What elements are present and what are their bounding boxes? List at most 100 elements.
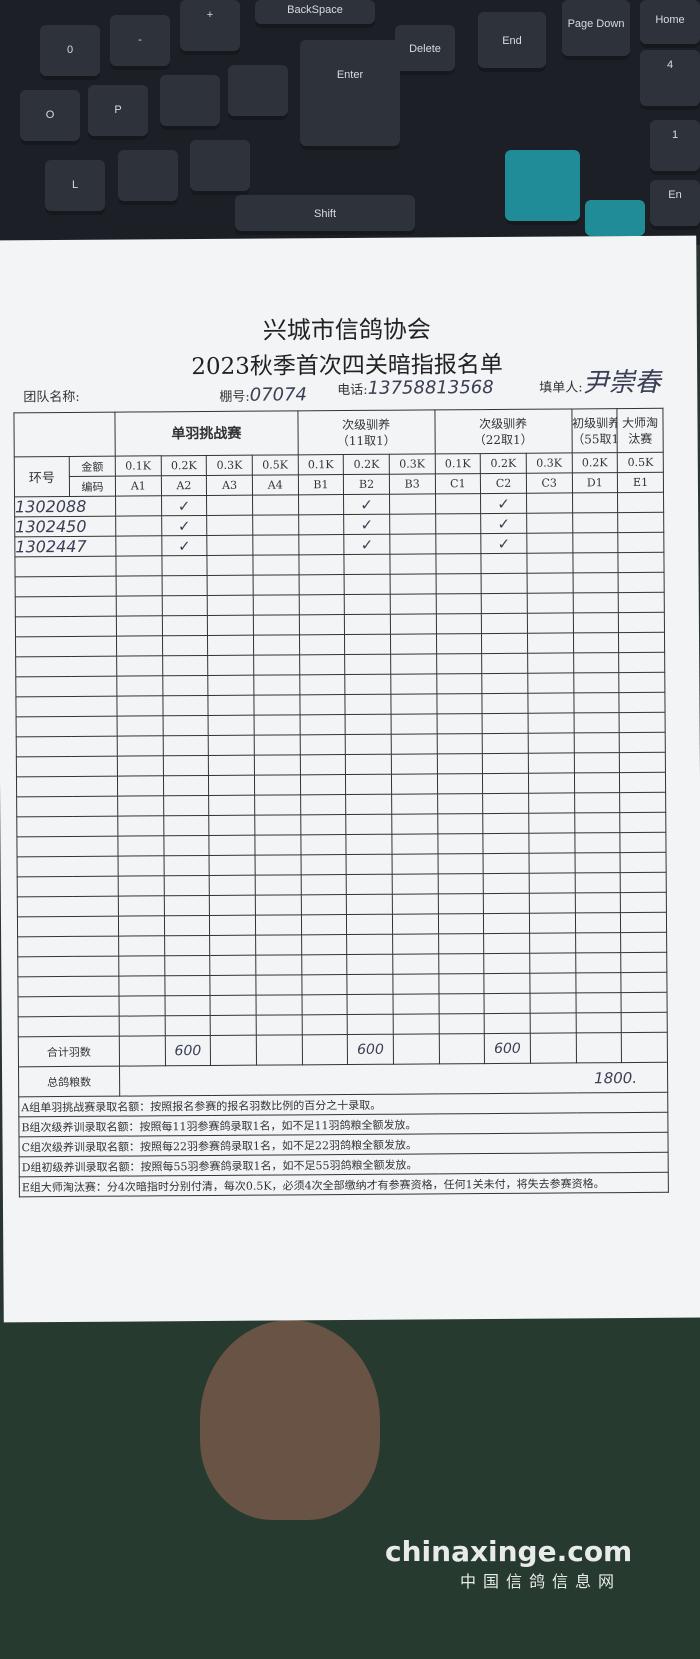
entry-cell[interactable] <box>164 1015 211 1036</box>
entry-cell[interactable] <box>344 614 391 635</box>
entry-cell[interactable] <box>163 775 209 796</box>
entry-cell[interactable] <box>162 615 208 636</box>
entry-cell[interactable] <box>619 792 666 813</box>
entry-cell[interactable] <box>118 935 165 957</box>
entry-cell[interactable] <box>435 573 482 594</box>
entry-cell[interactable] <box>573 692 620 713</box>
entry-cell[interactable] <box>119 1015 165 1037</box>
entry-cell[interactable] <box>392 933 439 955</box>
entry-cell[interactable] <box>209 875 256 896</box>
entry-cell[interactable] <box>528 752 575 774</box>
entry-cell[interactable] <box>207 595 254 616</box>
entry-cell[interactable] <box>574 812 621 833</box>
entry-cell[interactable] <box>345 674 391 695</box>
entry-cell[interactable] <box>435 533 482 554</box>
ring-number-cell[interactable]: 1302447 <box>14 536 116 557</box>
entry-cell[interactable] <box>346 874 393 895</box>
entry-cell[interactable] <box>436 753 483 774</box>
entry-cell[interactable] <box>618 612 665 633</box>
entry-cell[interactable] <box>618 532 664 553</box>
entry-cell[interactable] <box>253 574 299 596</box>
entry-cell[interactable] <box>344 634 391 655</box>
entry-cell[interactable] <box>620 852 667 873</box>
entry-cell[interactable] <box>483 853 530 874</box>
ring-number-cell[interactable] <box>15 596 117 617</box>
entry-cell[interactable] <box>254 814 301 836</box>
entry-cell[interactable] <box>619 712 666 733</box>
entry-cell[interactable] <box>346 894 393 915</box>
entry-cell[interactable] <box>208 795 255 816</box>
entry-cell[interactable] <box>392 973 439 995</box>
entry-cell[interactable] <box>484 973 530 994</box>
entry-cell[interactable] <box>163 855 210 876</box>
entry-cell[interactable] <box>208 735 255 756</box>
entry-cell[interactable] <box>390 713 437 735</box>
entry-cell[interactable] <box>435 493 481 514</box>
entry-cell[interactable] <box>162 735 209 756</box>
entry-cell[interactable] <box>210 995 257 1016</box>
entry-cell[interactable] <box>300 774 346 795</box>
entry-cell[interactable] <box>390 593 436 615</box>
entry-cell[interactable] <box>254 714 300 736</box>
entry-cell[interactable]: ✓ <box>344 534 390 555</box>
ring-number-cell[interactable]: 1302450 <box>14 516 116 537</box>
entry-cell[interactable] <box>345 694 391 715</box>
entry-cell[interactable] <box>162 755 209 776</box>
entry-cell[interactable] <box>481 573 528 594</box>
entry-cell[interactable] <box>207 635 254 656</box>
entry-cell[interactable] <box>116 675 163 697</box>
entry-cell[interactable] <box>117 775 164 797</box>
entry-cell[interactable] <box>438 993 485 1014</box>
entry-cell[interactable] <box>254 734 300 756</box>
entry-cell[interactable] <box>392 953 439 975</box>
entry-cell[interactable] <box>573 632 619 653</box>
entry-cell[interactable] <box>298 614 345 635</box>
entry-cell[interactable] <box>391 813 438 835</box>
entry-cell[interactable] <box>528 772 575 794</box>
entry-cell[interactable] <box>618 552 665 573</box>
entry-cell[interactable] <box>254 794 301 816</box>
ring-number-cell[interactable] <box>15 576 117 597</box>
entry-cell[interactable] <box>208 675 254 696</box>
entry-cell[interactable] <box>298 554 345 575</box>
entry-cell[interactable] <box>572 572 619 593</box>
entry-cell[interactable] <box>483 933 530 954</box>
entry-cell[interactable] <box>572 492 618 513</box>
entry-cell[interactable] <box>162 655 209 676</box>
entry-cell[interactable] <box>482 713 529 734</box>
entry-cell[interactable] <box>527 672 574 694</box>
entry-cell[interactable] <box>115 535 162 557</box>
ring-number-cell[interactable] <box>17 916 119 937</box>
entry-cell[interactable] <box>526 532 573 554</box>
entry-cell[interactable] <box>437 853 484 874</box>
entry-cell[interactable] <box>253 634 300 656</box>
entry-cell[interactable] <box>527 592 573 614</box>
entry-cell[interactable] <box>253 594 299 616</box>
entry-cell[interactable] <box>483 893 530 914</box>
entry-cell[interactable] <box>254 754 301 776</box>
entry-cell[interactable] <box>620 952 667 973</box>
entry-cell[interactable] <box>391 753 438 775</box>
entry-cell[interactable] <box>298 514 345 535</box>
entry-cell[interactable] <box>482 813 529 834</box>
entry-cell[interactable] <box>164 915 210 936</box>
entry-cell[interactable] <box>621 992 668 1013</box>
entry-cell[interactable] <box>619 692 666 713</box>
entry-cell[interactable] <box>301 994 348 1015</box>
entry-cell[interactable] <box>573 652 619 673</box>
entry-cell[interactable] <box>299 674 346 695</box>
entry-cell[interactable] <box>437 793 483 814</box>
entry-cell[interactable] <box>436 693 483 714</box>
entry-cell[interactable] <box>620 932 667 953</box>
entry-cell[interactable] <box>529 972 576 994</box>
entry-cell[interactable] <box>300 834 347 855</box>
entry-cell[interactable] <box>528 732 574 754</box>
ring-number-cell[interactable] <box>16 756 118 777</box>
entry-cell[interactable] <box>344 574 391 595</box>
ring-number-cell[interactable] <box>17 876 119 897</box>
entry-cell[interactable] <box>117 815 164 837</box>
entry-cell[interactable] <box>208 755 255 776</box>
entry-cell[interactable] <box>164 975 211 996</box>
entry-cell[interactable] <box>209 915 256 936</box>
entry-cell[interactable] <box>347 954 393 975</box>
